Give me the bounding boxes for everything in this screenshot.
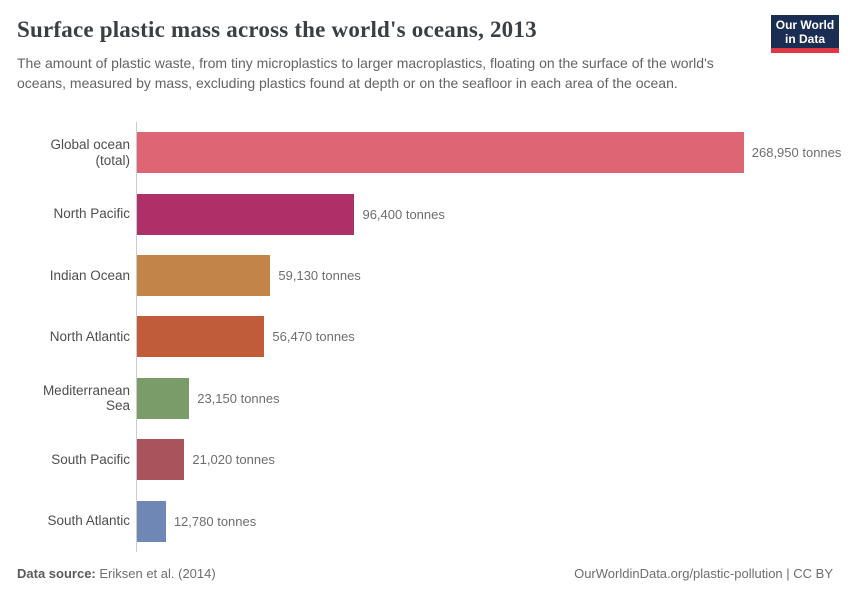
bar[interactable] bbox=[137, 193, 355, 235]
bar[interactable] bbox=[137, 439, 185, 481]
bar[interactable] bbox=[137, 377, 190, 419]
owid-logo-line2: in Data bbox=[784, 31, 825, 46]
chart-footer: Data source: Eriksen et al. (2014) OurWo… bbox=[17, 566, 833, 581]
category-label: South Atlantic bbox=[47, 513, 130, 529]
value-label: 96,400 tonnes bbox=[362, 206, 445, 222]
bar[interactable] bbox=[137, 254, 271, 296]
bar[interactable] bbox=[137, 316, 265, 358]
citation-link[interactable]: OurWorldinData.org/plastic-pollution | C… bbox=[574, 566, 833, 581]
owid-logo[interactable]: Our World in Data bbox=[771, 15, 839, 53]
bar-row: Global ocean (total) 268,950 tonnes bbox=[17, 122, 850, 184]
value-label: 56,470 tonnes bbox=[272, 329, 355, 345]
bar-row: Mediterranean Sea 23,150 tonnes bbox=[17, 367, 850, 429]
value-label: 12,780 tonnes bbox=[173, 513, 257, 529]
chart-subtitle: The amount of plastic waste, from tiny m… bbox=[17, 54, 714, 91]
bar[interactable] bbox=[137, 500, 166, 542]
value-label: 21,020 tonnes bbox=[192, 452, 275, 468]
bar-track: 12,780 tonnes bbox=[136, 490, 850, 552]
chart-header: Surface plastic mass across the world's … bbox=[0, 0, 850, 93]
bar-track: 56,470 tonnes bbox=[136, 306, 850, 368]
owid-logo-line1: Our World bbox=[775, 17, 835, 32]
bar-row: South Pacific 21,020 tonnes bbox=[17, 428, 850, 491]
bar-track: 268,950 tonnes bbox=[136, 122, 850, 184]
category-label: Mediterranean Sea bbox=[42, 382, 130, 414]
value-label: 59,130 tonnes bbox=[278, 267, 361, 283]
data-source-value: Eriksen et al. (2014) bbox=[95, 566, 216, 581]
bar-track: 21,020 tonnes bbox=[136, 428, 850, 491]
value-label: 23,150 tonnes bbox=[197, 390, 280, 406]
data-source: Data source: Eriksen et al. (2014) bbox=[17, 566, 216, 581]
bar-row: North Pacific 96,400 tonnes bbox=[17, 183, 850, 245]
bar-track: 96,400 tonnes bbox=[136, 183, 850, 245]
category-label: South Pacific bbox=[51, 451, 130, 467]
bar-track: 59,130 tonnes bbox=[136, 244, 850, 307]
bar-track: 23,150 tonnes bbox=[136, 367, 850, 429]
value-label: 268,950 tonnes bbox=[751, 145, 842, 161]
category-label: North Pacific bbox=[53, 206, 130, 222]
bar-row: South Atlantic 12,780 tonnes bbox=[17, 490, 850, 552]
category-label: Indian Ocean bbox=[49, 267, 130, 283]
category-label: Global ocean (total) bbox=[50, 137, 130, 168]
bar[interactable] bbox=[137, 132, 744, 174]
chart-title: Surface plastic mass across the world's … bbox=[17, 17, 537, 42]
bar-row: North Atlantic 56,470 tonnes bbox=[17, 306, 850, 368]
data-source-label: Data source: bbox=[17, 566, 96, 581]
bar-chart: Global ocean (total) 268,950 tonnes North … bbox=[17, 122, 850, 552]
category-label: North Atlantic bbox=[49, 329, 130, 345]
bar-row: Indian Ocean 59,130 tonnes bbox=[17, 244, 850, 307]
